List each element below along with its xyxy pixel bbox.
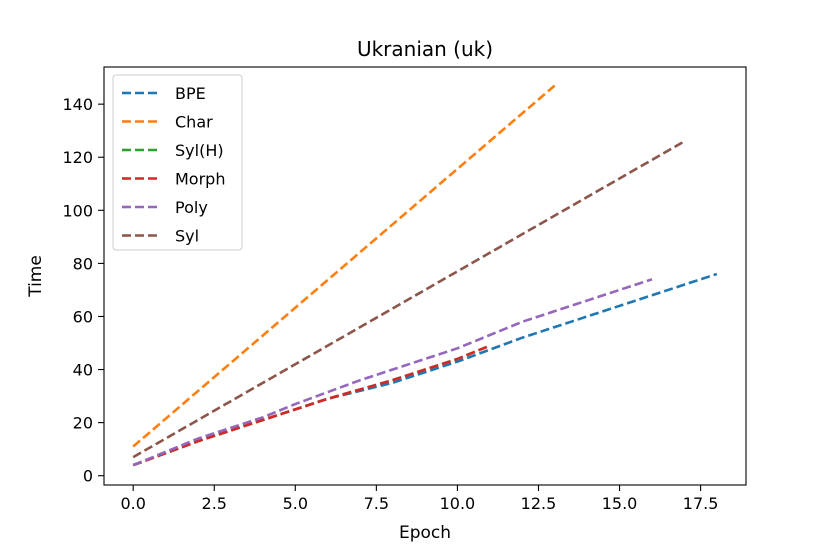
series-line-syl	[132, 140, 686, 459]
series-line-bpe	[132, 272, 718, 467]
legend-label: Syl	[175, 227, 199, 246]
plot-frame	[103, 66, 747, 486]
y-tick-label: 20	[73, 414, 93, 433]
legend-label: Char	[175, 113, 213, 132]
legend-label: Syl(H)	[175, 141, 224, 160]
chart-title: Ukranian (uk)	[357, 37, 493, 61]
y-tick-label: 100	[62, 201, 93, 220]
x-tick-label: 12.5	[521, 494, 557, 513]
x-tick-label: 0.0	[120, 494, 145, 513]
x-tick-label: 17.5	[683, 494, 719, 513]
x-tick-label: 2.5	[202, 494, 227, 513]
y-tick-label: 0	[83, 467, 93, 486]
series-line-poly	[132, 278, 653, 467]
y-tick-label: 40	[73, 361, 93, 380]
x-tick-label: 7.5	[364, 494, 389, 513]
legend-label: Poly	[175, 198, 208, 217]
y-tick-label: 140	[62, 95, 93, 114]
series-layer	[132, 84, 718, 467]
y-axis-label: Time	[26, 255, 46, 298]
legend-label: Morph	[175, 170, 225, 189]
y-tick-label: 80	[73, 254, 93, 273]
y-tick-label: 60	[73, 307, 93, 326]
x-axis: 0.0 2.5 5.0 7.5 10.0 12.5 15.0 17.5	[120, 485, 718, 513]
x-axis-label: Epoch	[399, 523, 451, 543]
x-tick-label: 15.0	[602, 494, 638, 513]
legend: BPE Char Syl(H) Morph Poly Syl	[112, 74, 243, 251]
x-tick-label: 10.0	[440, 494, 476, 513]
legend-box	[112, 74, 243, 251]
x-tick-label: 5.0	[283, 494, 308, 513]
series-line-morph	[132, 344, 491, 467]
y-axis: 0 20 40 60 80 100 120 140	[62, 95, 104, 486]
y-tick-label: 120	[62, 148, 93, 167]
plot-area: 0.0 2.5 5.0 7.5 10.0 12.5 15.0 17.5 0 20 40 60 80 10…	[62, 66, 747, 513]
legend-label: BPE	[175, 84, 206, 103]
series-line-char	[132, 84, 556, 448]
